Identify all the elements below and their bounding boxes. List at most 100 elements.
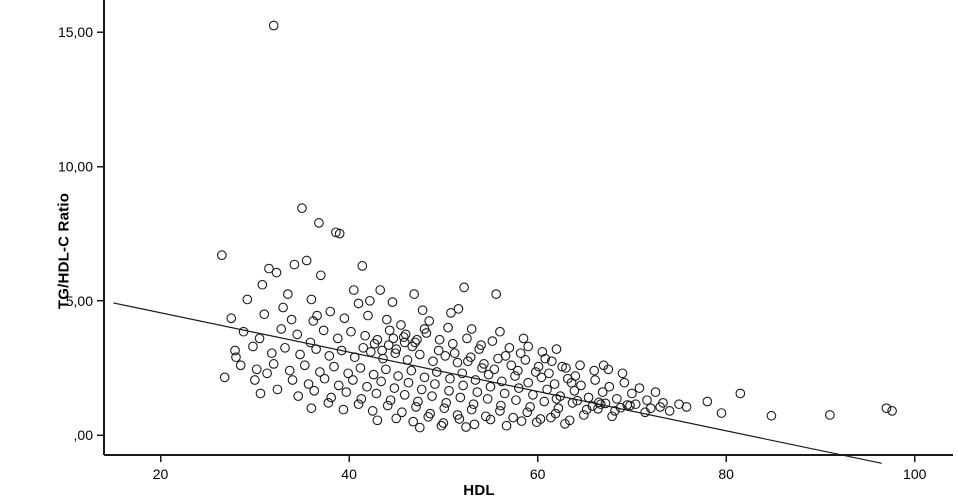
- data-point: [581, 404, 592, 415]
- data-point: [329, 361, 339, 372]
- data-point: [419, 372, 430, 383]
- data-point: [326, 392, 337, 403]
- data-point: [523, 377, 534, 388]
- data-point: [416, 384, 427, 395]
- data-point: [406, 365, 417, 376]
- data-point: [447, 338, 458, 349]
- data-point: [598, 360, 609, 371]
- data-point: [371, 388, 382, 399]
- data-point: [545, 412, 556, 423]
- data-point: [413, 396, 423, 407]
- data-point: [457, 368, 468, 379]
- data-point: [295, 349, 305, 360]
- data-point: [262, 368, 272, 379]
- data-point: [560, 418, 570, 429]
- data-points: [216, 20, 897, 433]
- data-point: [500, 351, 511, 361]
- data-point: [389, 383, 400, 393]
- data-point: [305, 337, 316, 348]
- data-point: [511, 395, 521, 406]
- data-point: [381, 364, 391, 375]
- data-point: [372, 415, 383, 426]
- data-point: [249, 375, 260, 385]
- data-point: [504, 342, 515, 353]
- data-point: [472, 387, 483, 397]
- data-point: [462, 333, 472, 344]
- data-point: [391, 413, 402, 424]
- data-point: [292, 329, 303, 340]
- data-point: [583, 392, 594, 403]
- data-point: [412, 334, 422, 345]
- data-point: [336, 345, 347, 356]
- data-point: [278, 302, 288, 313]
- data-point: [525, 402, 535, 412]
- data-point: [332, 333, 343, 344]
- data-point: [463, 356, 473, 367]
- data-point: [324, 351, 335, 361]
- data-point: [630, 399, 641, 410]
- data-point: [419, 324, 430, 334]
- data-point: [468, 399, 479, 410]
- data-point: [407, 341, 418, 352]
- data-point: [411, 402, 421, 412]
- data-point: [280, 342, 290, 353]
- data-point: [219, 372, 230, 383]
- x-tick-label: 40: [341, 466, 357, 482]
- data-point: [286, 314, 297, 325]
- data-point: [384, 325, 395, 336]
- data-point: [427, 391, 437, 401]
- data-point: [735, 388, 746, 399]
- data-point: [510, 371, 520, 381]
- data-point: [341, 387, 352, 397]
- data-point: [431, 367, 442, 377]
- data-point: [887, 406, 897, 416]
- data-point: [402, 355, 413, 365]
- data-point: [303, 379, 314, 389]
- data-point: [216, 250, 227, 260]
- data-point: [650, 387, 661, 397]
- data-point: [306, 403, 317, 414]
- data-point: [452, 357, 463, 368]
- data-point: [385, 395, 396, 406]
- data-point: [382, 400, 393, 411]
- data-point: [466, 324, 477, 334]
- data-point: [619, 377, 630, 388]
- data-point: [530, 367, 541, 377]
- data-point: [323, 398, 334, 408]
- data-point: [396, 320, 406, 330]
- fit-line: [113, 302, 882, 464]
- x-tick-label: 80: [718, 466, 734, 482]
- data-point: [356, 393, 367, 404]
- axis-lines: [103, 0, 953, 456]
- data-point: [466, 404, 477, 415]
- data-point: [238, 326, 249, 337]
- data-point: [355, 363, 366, 373]
- data-point: [309, 385, 320, 396]
- x-tick-label: 20: [153, 466, 169, 482]
- x-axis-title: HDL: [463, 482, 495, 499]
- data-point: [390, 348, 401, 359]
- data-point: [501, 420, 512, 431]
- data-point: [397, 407, 407, 418]
- data-point: [590, 375, 600, 385]
- data-point: [454, 414, 465, 424]
- data-point: [318, 325, 329, 336]
- data-point: [315, 270, 326, 281]
- data-point: [536, 372, 547, 383]
- data-point: [443, 322, 453, 333]
- data-point: [477, 363, 487, 373]
- data-point: [251, 364, 262, 375]
- y-tick-labels: ,00 5,00 10,00 15,00: [58, 24, 93, 443]
- data-point: [264, 263, 274, 274]
- data-point: [491, 289, 502, 299]
- data-point: [358, 342, 369, 353]
- data-point: [428, 356, 438, 367]
- data-point: [235, 360, 246, 371]
- data-point: [520, 355, 531, 365]
- data-point: [414, 349, 425, 360]
- data-point: [549, 379, 560, 389]
- data-point: [474, 344, 485, 354]
- data-point: [702, 396, 713, 407]
- data-point: [353, 399, 364, 410]
- data-point: [381, 314, 392, 325]
